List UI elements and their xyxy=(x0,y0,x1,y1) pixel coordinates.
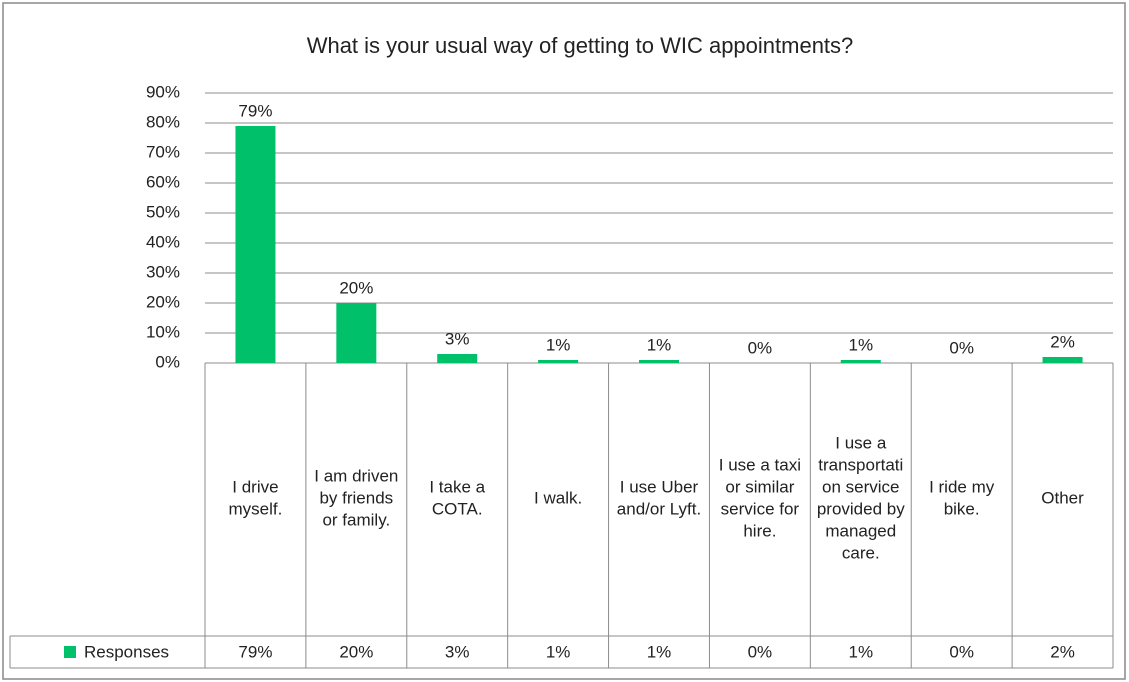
data-label: 2% xyxy=(1050,332,1075,351)
y-tick-label: 40% xyxy=(146,232,180,251)
data-label: 1% xyxy=(647,335,672,354)
y-tick-label: 50% xyxy=(146,202,180,221)
bar xyxy=(840,360,881,363)
bar xyxy=(538,360,579,363)
legend-label: Responses xyxy=(84,642,169,661)
table-value: 2% xyxy=(1050,642,1075,661)
data-label: 1% xyxy=(546,335,571,354)
bar xyxy=(437,354,478,363)
x-tick-label: I use Uber and/or Lyft. xyxy=(617,478,701,519)
table-value: 3% xyxy=(445,642,470,661)
table-value: 1% xyxy=(647,642,672,661)
y-tick-label: 10% xyxy=(146,322,180,341)
data-label: 3% xyxy=(445,329,470,348)
bar xyxy=(235,126,276,363)
y-tick-label: 30% xyxy=(146,262,180,281)
table-value: 0% xyxy=(949,642,974,661)
y-tick-label: 60% xyxy=(146,172,180,191)
x-tick-label: I take a COTA. xyxy=(429,478,485,519)
y-tick-label: 80% xyxy=(146,112,180,131)
x-tick-label: I walk. xyxy=(534,489,582,508)
data-label: 0% xyxy=(748,338,773,357)
y-tick-label: 0% xyxy=(155,352,180,371)
bar xyxy=(1042,357,1083,363)
data-label: 1% xyxy=(848,335,873,354)
x-tick-label: I use a taxi or similar service for hire. xyxy=(719,456,801,541)
data-label: 0% xyxy=(949,338,974,357)
table-value: 0% xyxy=(748,642,773,661)
legend-swatch xyxy=(64,646,76,658)
bar xyxy=(639,360,679,363)
y-tick-label: 20% xyxy=(146,292,180,311)
x-tick-label: I drive myself. xyxy=(229,478,283,519)
x-tick-label: I ride my bike. xyxy=(929,478,995,519)
data-label: 20% xyxy=(339,278,373,297)
x-tick-label: Other xyxy=(1041,489,1084,508)
chart-title: What is your usual way of getting to WIC… xyxy=(307,33,854,58)
data-label: 79% xyxy=(238,101,272,120)
y-tick-label: 90% xyxy=(146,82,180,101)
x-tick-label: I am driven by friends or family. xyxy=(314,467,398,530)
table-value: 1% xyxy=(848,642,873,661)
x-tick-label: I use a transportati on service provided by… xyxy=(817,434,905,563)
table-value: 20% xyxy=(339,642,373,661)
y-tick-label: 70% xyxy=(146,142,180,161)
table-value: 79% xyxy=(238,642,272,661)
table-value: 1% xyxy=(546,642,571,661)
bar xyxy=(336,303,377,363)
